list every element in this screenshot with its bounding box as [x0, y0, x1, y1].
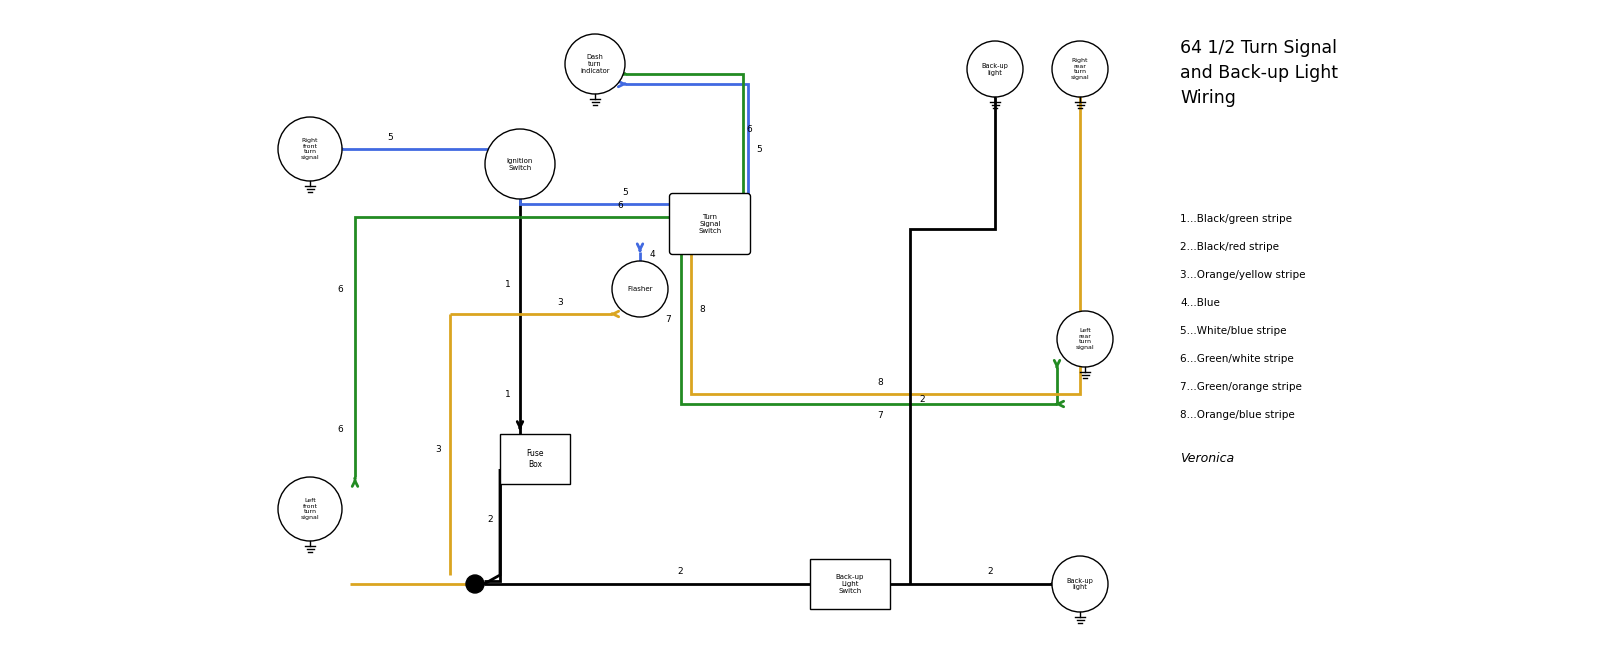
Text: 6: 6 — [338, 284, 342, 293]
Text: 2: 2 — [486, 515, 493, 524]
Text: 4: 4 — [650, 249, 654, 258]
Text: 3: 3 — [557, 297, 563, 306]
Text: Right
rear
turn
signal: Right rear turn signal — [1070, 58, 1090, 80]
Text: Back-up
light: Back-up light — [981, 62, 1008, 75]
Text: 8: 8 — [699, 304, 706, 313]
Text: 6: 6 — [747, 125, 752, 134]
Text: 1: 1 — [506, 389, 510, 398]
Text: 1: 1 — [506, 280, 510, 289]
Circle shape — [565, 34, 626, 94]
Circle shape — [1058, 311, 1114, 367]
Text: 2: 2 — [677, 567, 683, 576]
Text: 4...Blue: 4...Blue — [1181, 298, 1219, 308]
Text: 5...White/blue stripe: 5...White/blue stripe — [1181, 326, 1286, 336]
Text: 3: 3 — [435, 445, 442, 454]
Text: Turn
Signal
Switch: Turn Signal Switch — [698, 214, 722, 234]
Text: 5: 5 — [757, 145, 762, 154]
Circle shape — [1053, 41, 1107, 97]
Text: 6: 6 — [338, 424, 342, 434]
Text: Dash
turn
indicator: Dash turn indicator — [581, 54, 610, 74]
Text: Fuse
Box: Fuse Box — [526, 449, 544, 469]
Text: 1...Black/green stripe: 1...Black/green stripe — [1181, 214, 1293, 224]
Text: 7: 7 — [666, 315, 672, 323]
Text: 2...Black/red stripe: 2...Black/red stripe — [1181, 242, 1278, 252]
Text: 8...Orange/blue stripe: 8...Orange/blue stripe — [1181, 410, 1294, 420]
FancyBboxPatch shape — [669, 193, 750, 254]
Text: Right
front
turn
signal: Right front turn signal — [301, 138, 320, 160]
Circle shape — [466, 575, 485, 593]
Text: Veronica: Veronica — [1181, 452, 1234, 465]
Text: 6...Green/white stripe: 6...Green/white stripe — [1181, 354, 1294, 364]
Text: 2: 2 — [918, 395, 925, 404]
Circle shape — [1053, 556, 1107, 612]
Text: 3...Orange/yellow stripe: 3...Orange/yellow stripe — [1181, 270, 1306, 280]
Text: Ignition
Switch: Ignition Switch — [507, 158, 533, 171]
Text: 7...Green/orange stripe: 7...Green/orange stripe — [1181, 382, 1302, 392]
Text: 6: 6 — [618, 201, 622, 210]
Circle shape — [613, 261, 669, 317]
Text: Left
rear
turn
signal: Left rear turn signal — [1075, 328, 1094, 350]
Text: Back-up
light: Back-up light — [1067, 578, 1093, 591]
Text: 64 1/2 Turn Signal
and Back-up Light
Wiring: 64 1/2 Turn Signal and Back-up Light Wir… — [1181, 39, 1338, 107]
Text: Flasher: Flasher — [627, 286, 653, 292]
Bar — [810, 559, 890, 609]
Text: 2: 2 — [987, 567, 994, 576]
Circle shape — [966, 41, 1022, 97]
Bar — [501, 434, 570, 484]
Text: 7: 7 — [877, 411, 883, 421]
Circle shape — [278, 117, 342, 181]
Text: 5: 5 — [622, 188, 627, 197]
Text: 8: 8 — [877, 378, 883, 387]
Text: Back-up
Light
Switch: Back-up Light Switch — [835, 574, 864, 594]
Circle shape — [278, 477, 342, 541]
Text: 5: 5 — [387, 132, 394, 141]
Circle shape — [485, 129, 555, 199]
Text: Left
front
turn
signal: Left front turn signal — [301, 498, 320, 520]
